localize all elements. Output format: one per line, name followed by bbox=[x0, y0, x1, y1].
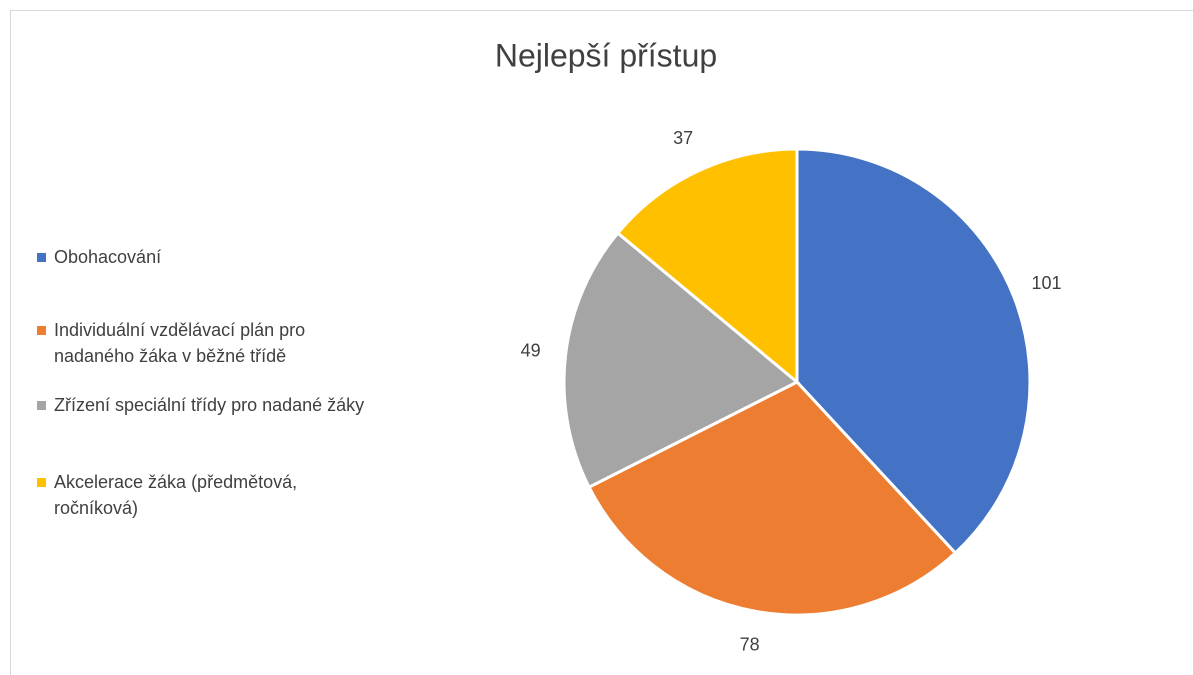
chart-frame bbox=[10, 10, 1193, 675]
legend-swatch bbox=[37, 401, 46, 410]
data-label: 101 bbox=[1032, 273, 1062, 293]
legend-label: Akcelerace žáka (předmětová, ročníková) bbox=[54, 472, 298, 518]
pie-slice bbox=[562, 230, 800, 490]
legend-swatch bbox=[37, 253, 46, 262]
legend-label: Obohacování bbox=[54, 247, 162, 267]
legend-swatch bbox=[37, 326, 46, 335]
data-label: 49 bbox=[521, 341, 541, 361]
legend-label: Zřízení speciální třídy pro nadané žáky bbox=[54, 395, 365, 415]
data-label: 78 bbox=[740, 635, 760, 655]
chart-title: Nejlepší přístup bbox=[495, 37, 717, 73]
legend-entry: Akcelerace žáka (předmětová, ročníková) bbox=[37, 469, 367, 521]
pie-slice bbox=[587, 380, 958, 617]
pie-slice bbox=[795, 147, 1032, 556]
legend-entry: Individuální vzdělávací plán pro nadanéh… bbox=[37, 317, 367, 369]
legend-swatch bbox=[37, 478, 46, 487]
data-label: 37 bbox=[673, 128, 693, 148]
legend-label: Individuální vzdělávací plán pro nadanéh… bbox=[54, 320, 306, 366]
pie-slice bbox=[615, 147, 799, 386]
legend-entry: Zřízení speciální třídy pro nadané žáky bbox=[37, 392, 367, 418]
legend-entry: Obohacování bbox=[37, 244, 367, 270]
